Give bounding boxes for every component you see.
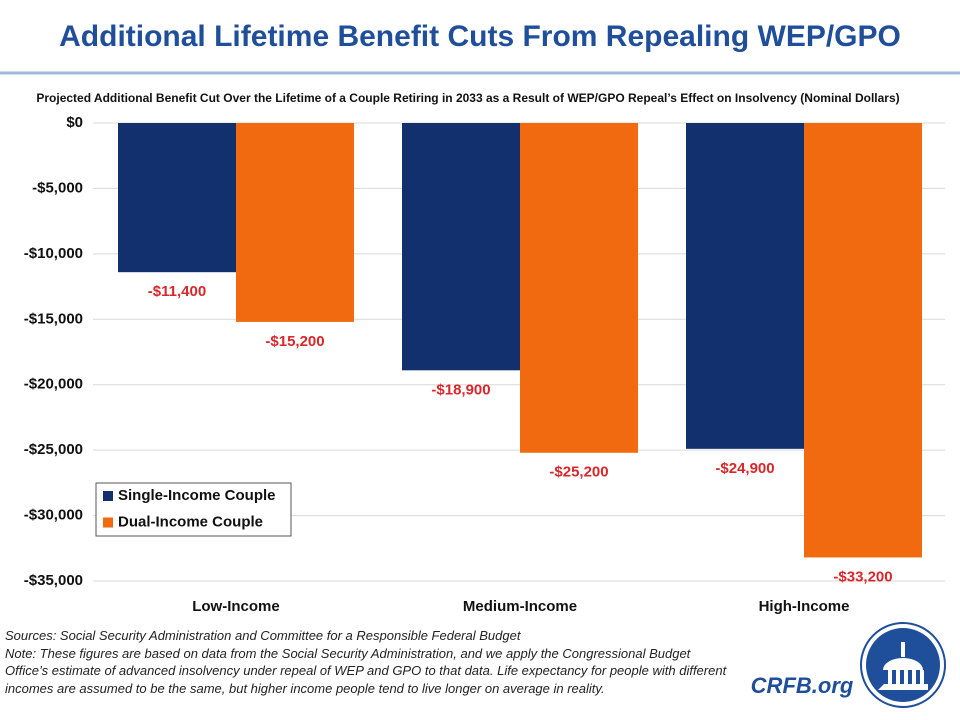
logo-capitol	[878, 642, 928, 690]
bar	[686, 123, 804, 449]
bar	[402, 123, 520, 371]
value-label: -$11,400	[148, 283, 206, 300]
y-tick-label: -$15,000	[24, 310, 83, 327]
y-tick-label: -$25,000	[24, 441, 83, 458]
value-label: -$18,900	[431, 381, 490, 398]
bar	[804, 123, 922, 558]
legend-box	[95, 482, 292, 537]
value-label: -$15,200	[265, 333, 324, 350]
chart-title: Additional Lifetime Benefit Cuts From Re…	[59, 20, 901, 53]
footnote: Sources: Social Security Administration …	[5, 627, 735, 697]
legend-label: Dual-Income Couple	[118, 513, 263, 530]
value-label: -$25,200	[549, 464, 608, 481]
legend-label: Single-Income Couple	[118, 487, 276, 504]
x-tick-label: High-Income	[759, 598, 850, 615]
value-label: -$33,200	[833, 568, 892, 585]
legend-swatch	[103, 491, 113, 501]
y-tick-label: -$30,000	[24, 507, 83, 524]
bar	[118, 123, 236, 273]
y-tick-label: -$5,000	[32, 179, 83, 196]
y-tick-label: -$10,000	[24, 245, 83, 262]
brand: CRFB.org	[751, 673, 854, 698]
note: Note: These figures are based on data fr…	[5, 645, 727, 696]
bar	[236, 123, 354, 322]
x-tick-label: Low-Income	[192, 598, 280, 615]
x-tick-label: Medium-Income	[463, 598, 577, 615]
bar	[520, 123, 638, 453]
value-label: -$24,900	[715, 460, 774, 477]
chart-subtitle: Projected Additional Benefit Cut Over th…	[36, 91, 899, 105]
y-tick-label: -$20,000	[24, 376, 83, 393]
y-tick-label: -$35,000	[24, 572, 83, 589]
y-tick-label: $0	[66, 114, 83, 131]
sources: Sources: Social Security Administration …	[5, 628, 521, 643]
legend-swatch	[103, 517, 113, 528]
